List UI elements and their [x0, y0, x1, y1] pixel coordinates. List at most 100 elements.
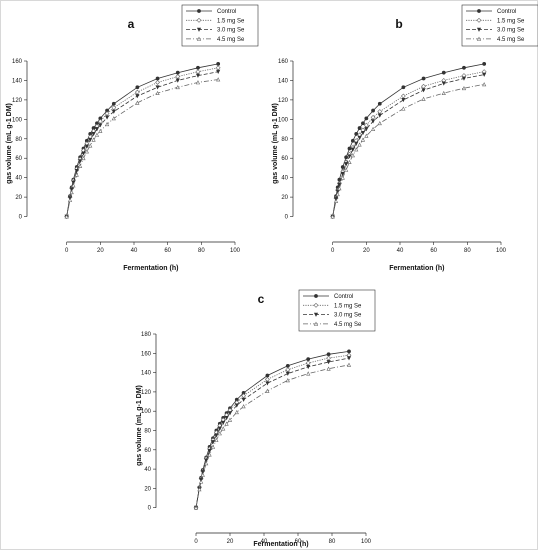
panel-a-legend-marker [196, 27, 202, 32]
panel-b-series-control [330, 62, 487, 219]
panel-b-y-tick-label: 40 [281, 176, 288, 182]
panel-a-x-tick-label: 100 [230, 248, 241, 254]
panel-b-series-4-5-mg-se-point [482, 82, 487, 87]
panel-c-y-tick-label: 60 [144, 448, 151, 454]
panel-a-y-tick-label: 60 [15, 156, 22, 162]
panel-a-y-tick-label: 80 [15, 137, 22, 143]
panel-c-x-tick-label: 100 [361, 539, 372, 545]
panel-b-legend-label: 3.0 mg Se [497, 28, 525, 34]
panel-c-series-control-point [347, 349, 351, 354]
panel-a-series-3-0-mg-se-point [88, 137, 93, 143]
panel-c-y-tick-label: 80 [144, 429, 151, 435]
panel-a-series-1-5-mg-se-point [134, 89, 140, 95]
panel-c-series-4-5-mg-se-point [214, 437, 219, 443]
panel-b-series-control-point [344, 155, 349, 160]
panel-a-series-4-5-mg-se-point [64, 214, 69, 219]
panel-a-series-4-5-mg-se-point [175, 84, 180, 90]
panel-c-legend-label: 3.0 mg Se [334, 313, 362, 319]
panel-b-x-tick-label: 100 [496, 248, 507, 254]
panel-b-series-4-5-mg-se-point [340, 175, 345, 180]
panel-b-y-axis-title: gas volume (mL g-1 DM) [272, 103, 279, 184]
panel-c-series-4-5-mg-se-point [200, 472, 205, 477]
panel-a-legend: Control 1.5 mg Se 3.0 mg Se 4.5 mg Se [181, 4, 259, 47]
panel-b-series-3-0-mg-se-point [421, 88, 426, 93]
panel-a-y-axis-title: gas volume (mL g-1 DM) [6, 103, 13, 184]
panel-a-legend-marker [196, 17, 202, 23]
panel-a-series-1-5-mg-se-point [195, 69, 201, 75]
panel-b-y-tick-label: 80 [281, 137, 288, 143]
panel-c-x-tick-label: 40 [261, 539, 268, 545]
panel-c-series-4-5-mg-se-point [217, 431, 222, 436]
panel-c-legend-marker [314, 294, 318, 298]
panel-a-series-3-0-mg-se-point [155, 85, 160, 90]
panel-b-series-control-point [421, 76, 426, 81]
panel-a-series-4-5-mg-se-point [195, 80, 201, 85]
panel-b-series-4-5-mg-se-point [330, 214, 335, 219]
panel-b-legend-label: Control [497, 9, 516, 15]
panel-b-series-control-point [347, 146, 352, 151]
panel-b-series-control-point [364, 116, 369, 121]
panel-b-series-3-0-mg-se-point [337, 182, 342, 187]
panel-a-series-4-5-mg-se-point [69, 189, 74, 195]
panel-a-legend-label: 1.5 mg Se [217, 18, 245, 24]
panel-b-series-3-0-mg-se-point [360, 131, 366, 136]
panel-c-series-4-5-mg-se-point [265, 388, 270, 393]
panel-a-series-4-5-mg-se-point [84, 149, 89, 154]
panel-a-series-3-0-mg-se-point [84, 144, 89, 149]
panel-a-series-4-5-mg-se-point [78, 163, 83, 168]
panel-c-series-control-point [306, 357, 311, 361]
panel-a-x-tick-label: 20 [97, 248, 104, 254]
panel-b-series-3-0-mg-se-point [401, 97, 406, 103]
panel-b-y-tick-label: 100 [278, 117, 289, 123]
panel-a-legend-marker [197, 9, 201, 13]
panel-b-series-4-5-mg-se [330, 82, 487, 219]
panel-c-x-tick-label: 60 [295, 539, 302, 545]
panel-c-series-control-point [326, 352, 331, 357]
panel-a-series-control-point [155, 76, 160, 81]
panel-a-y-tick-label: 120 [12, 98, 23, 104]
panel-c-y-tick-label: 120 [141, 390, 152, 396]
panel-a-series-4-5-mg-se-line [66, 79, 219, 217]
panel-c-series-3-0-mg-se-point [326, 360, 331, 365]
panel-c-series-4-5-mg-se-point [197, 487, 202, 492]
panel-c-series-4-5-mg-se-point [204, 461, 209, 466]
panel-c-series-3-0-mg-se-point [221, 420, 226, 426]
panel-c-series-1-5-mg-se-line [195, 354, 350, 508]
panel-c-legend-marker [313, 321, 319, 326]
panel-a-series-1-5-mg-se [64, 65, 221, 219]
panel-c-x-tick-label: 0 [194, 539, 198, 545]
panel-b-series-control-point [401, 85, 406, 90]
panel-c-series-control-point [285, 363, 290, 368]
panel-b-series-3-0-mg-se-point [347, 154, 352, 159]
panel-c-y-tick-label: 100 [141, 409, 152, 415]
panel-a-series-4-5-mg-se-point [94, 132, 100, 137]
panel-c-series-3-0-mg-se-point [227, 411, 233, 416]
panel-c-series-4-5-mg-se-point [241, 404, 246, 409]
panel-a-legend-label: 4.5 mg Se [217, 37, 245, 43]
panel-b-series-3-0-mg-se-point [344, 162, 349, 167]
panel-b-x-tick-label: 40 [397, 248, 404, 254]
panel-c-legend-box [298, 289, 376, 332]
panel-a-series-4-5-mg-se [64, 77, 221, 219]
panel-c-series-4-5-mg-se-line [195, 364, 350, 508]
panel-b-y-tick-label: 60 [281, 156, 288, 162]
panel-b-letter: b [395, 17, 402, 31]
panel-c-y-tick-label: 140 [141, 371, 152, 377]
panel-b-series-control-point [354, 132, 359, 136]
panel-c-series-4-5-mg-se-point [227, 417, 233, 422]
panel-c-series-3-0-mg-se-point [306, 364, 311, 370]
panel-c-y-tick-label: 160 [141, 351, 152, 357]
panel-c-series-4-5-mg-se-point [193, 505, 199, 510]
panel-b-series-control-point [357, 126, 362, 130]
panel-c: c 0 20 40 60 80 100 120 140 160 180 0 20 40 60 80 100 Fer… [136, 289, 376, 548]
panel-c-legend-label: Control [334, 294, 353, 300]
panel-c-series-3-0-mg-se-point [241, 397, 246, 402]
panel-b-series-4-5-mg-se-point [461, 85, 467, 91]
panel-a-series-3-0-mg-se-point [74, 168, 79, 174]
panel-c-y-tick-label: 180 [141, 332, 152, 338]
panel-a-x-tick-label: 0 [65, 248, 69, 254]
panel-b-legend-marker [476, 27, 482, 32]
panel-c-x-tick-label: 80 [329, 539, 336, 545]
panel-b-series-4-5-mg-se-point [370, 126, 376, 131]
